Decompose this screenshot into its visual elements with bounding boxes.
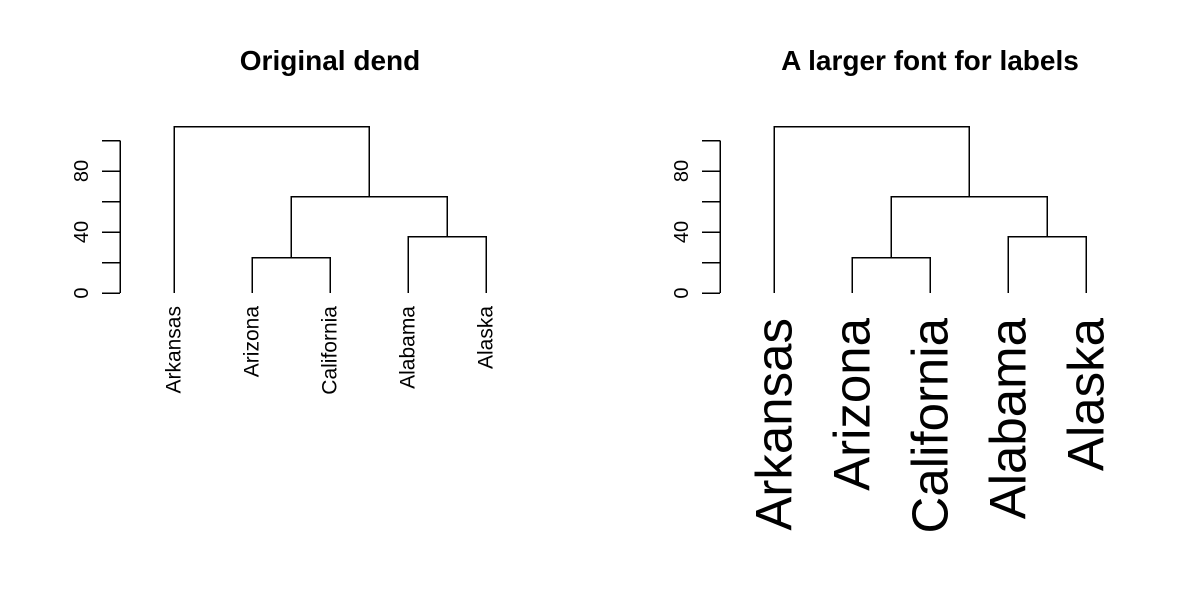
y-tick-label: 80 bbox=[71, 160, 93, 182]
dendrogram-link bbox=[290, 196, 448, 258]
y-axis: 0 40 80 bbox=[671, 139, 721, 299]
leaf-labels: Arkansas Arizona California Alabama Alaska bbox=[746, 317, 1115, 533]
leaf-label: Alabama bbox=[980, 317, 1037, 519]
dendrogram-link bbox=[890, 196, 1048, 258]
dendrogram-link bbox=[1007, 235, 1087, 293]
leaf-label: Alaska bbox=[475, 306, 498, 369]
dendrogram-link bbox=[173, 126, 370, 293]
panel-original-dend: Original dend 0 40 80 Arkansas Arizona Califo… bbox=[71, 45, 498, 395]
y-tick-label: 40 bbox=[671, 221, 693, 243]
dendrogram-link bbox=[407, 235, 487, 293]
leaf-label: Alaska bbox=[1058, 317, 1115, 471]
leaf-label: Arizona bbox=[824, 317, 881, 491]
y-tick-label: 40 bbox=[71, 221, 93, 243]
leaf-label: California bbox=[902, 317, 959, 533]
panel-title: Original dend bbox=[240, 45, 420, 76]
dendrogram-links bbox=[773, 126, 1087, 293]
y-axis: 0 40 80 bbox=[71, 139, 121, 299]
leaf-label: Arkansas bbox=[746, 318, 803, 531]
leaf-label: California bbox=[319, 306, 342, 395]
dendrogram-link bbox=[251, 257, 331, 293]
leaf-label: Alabama bbox=[397, 306, 420, 389]
leaf-label: Arizona bbox=[241, 306, 264, 378]
y-tick-label: 0 bbox=[671, 287, 693, 298]
leaf-label: Arkansas bbox=[163, 306, 186, 394]
leaf-labels: Arkansas Arizona California Alabama Alaska bbox=[163, 306, 498, 395]
dendrogram-links bbox=[173, 126, 487, 293]
dendrogram-link bbox=[773, 126, 970, 293]
panel-title: A larger font for labels bbox=[781, 45, 1079, 76]
y-tick-label: 80 bbox=[671, 160, 693, 182]
y-tick-label: 0 bbox=[71, 287, 93, 298]
dendrogram-link bbox=[851, 257, 931, 293]
